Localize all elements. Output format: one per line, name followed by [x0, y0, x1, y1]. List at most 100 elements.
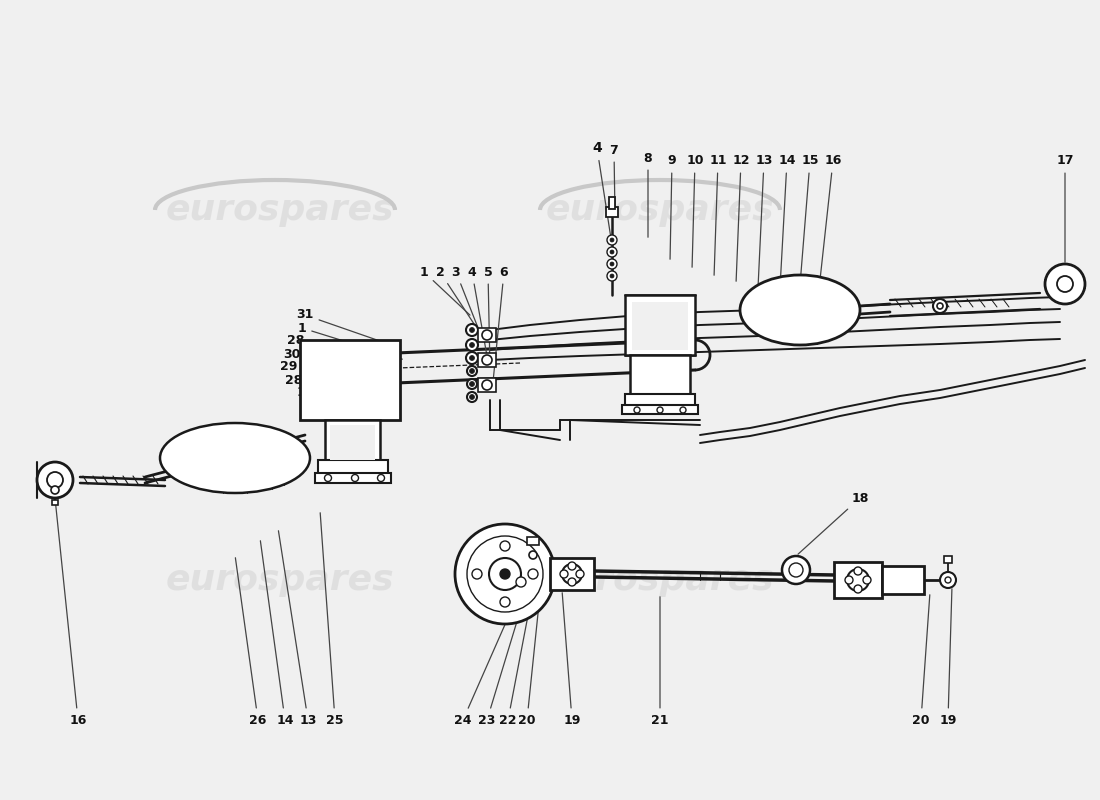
- Text: 9: 9: [668, 154, 676, 259]
- Text: 3: 3: [452, 266, 483, 341]
- Bar: [300, 340, 400, 420]
- Text: 28: 28: [285, 374, 389, 407]
- Circle shape: [864, 576, 871, 584]
- Text: 16: 16: [55, 501, 87, 726]
- Text: 29: 29: [280, 361, 385, 395]
- Text: 4: 4: [468, 266, 486, 354]
- Circle shape: [680, 407, 686, 413]
- Bar: [315, 473, 390, 483]
- Circle shape: [470, 342, 474, 347]
- Circle shape: [607, 259, 617, 269]
- Bar: [882, 566, 924, 594]
- Bar: [52, 500, 58, 505]
- Text: 14: 14: [779, 154, 795, 286]
- Circle shape: [845, 576, 853, 584]
- Circle shape: [516, 577, 526, 587]
- Circle shape: [568, 578, 576, 586]
- Bar: [527, 537, 539, 545]
- Text: 5: 5: [484, 266, 493, 366]
- Text: 7: 7: [609, 143, 618, 212]
- Text: 24: 24: [454, 622, 506, 726]
- Text: 30: 30: [284, 347, 390, 383]
- Text: 13: 13: [756, 154, 772, 286]
- Text: 19: 19: [939, 589, 957, 726]
- Circle shape: [470, 394, 474, 399]
- Text: eurospares: eurospares: [546, 563, 774, 597]
- Bar: [621, 405, 698, 414]
- Circle shape: [933, 299, 947, 313]
- Circle shape: [352, 474, 359, 482]
- Circle shape: [455, 524, 556, 624]
- Bar: [632, 302, 688, 350]
- Text: 21: 21: [651, 597, 669, 726]
- Circle shape: [560, 570, 568, 578]
- Circle shape: [576, 570, 584, 578]
- Text: 10: 10: [686, 154, 704, 267]
- Circle shape: [466, 339, 478, 351]
- Circle shape: [568, 562, 576, 570]
- Circle shape: [470, 327, 474, 333]
- Text: 31: 31: [296, 309, 397, 347]
- Circle shape: [470, 369, 474, 374]
- Text: 27: 27: [231, 450, 307, 470]
- Bar: [609, 197, 615, 209]
- Text: eurospares: eurospares: [546, 193, 774, 227]
- Text: 20: 20: [518, 597, 540, 726]
- Bar: [478, 353, 496, 367]
- Text: 20: 20: [912, 594, 930, 726]
- Circle shape: [468, 379, 477, 389]
- Bar: [625, 295, 695, 355]
- Circle shape: [482, 330, 492, 340]
- Bar: [944, 556, 952, 563]
- Bar: [630, 355, 690, 395]
- Bar: [330, 425, 375, 460]
- Circle shape: [468, 536, 543, 612]
- Bar: [478, 328, 496, 342]
- Text: 13: 13: [278, 530, 317, 726]
- Circle shape: [482, 380, 492, 390]
- Text: 1: 1: [297, 386, 397, 419]
- Circle shape: [528, 569, 538, 579]
- Circle shape: [607, 247, 617, 257]
- Circle shape: [470, 382, 474, 386]
- Ellipse shape: [160, 423, 310, 493]
- Text: 17: 17: [1056, 154, 1074, 262]
- Text: 14: 14: [261, 541, 294, 726]
- Text: 16: 16: [821, 154, 842, 278]
- Circle shape: [610, 274, 614, 278]
- Circle shape: [377, 474, 385, 482]
- Circle shape: [529, 551, 537, 559]
- Text: eurospares: eurospares: [166, 563, 394, 597]
- Circle shape: [1045, 264, 1085, 304]
- Text: 26: 26: [235, 558, 266, 726]
- Circle shape: [782, 556, 810, 584]
- Circle shape: [607, 235, 617, 245]
- Circle shape: [324, 474, 331, 482]
- Circle shape: [610, 262, 614, 266]
- Circle shape: [657, 407, 663, 413]
- Text: 4: 4: [592, 141, 612, 242]
- Circle shape: [610, 238, 614, 242]
- Circle shape: [1057, 276, 1072, 292]
- Text: 23: 23: [478, 621, 517, 726]
- Circle shape: [466, 324, 478, 336]
- Circle shape: [634, 407, 640, 413]
- Circle shape: [500, 541, 510, 551]
- Circle shape: [945, 577, 952, 583]
- Bar: [606, 207, 618, 217]
- Circle shape: [482, 355, 492, 365]
- Bar: [834, 562, 882, 598]
- Circle shape: [468, 392, 477, 402]
- Text: 25: 25: [320, 513, 343, 726]
- Circle shape: [468, 366, 477, 376]
- Bar: [324, 420, 380, 460]
- Circle shape: [472, 569, 482, 579]
- Circle shape: [610, 250, 614, 254]
- Circle shape: [51, 486, 59, 494]
- Ellipse shape: [740, 275, 860, 345]
- Text: 28: 28: [287, 334, 394, 371]
- Circle shape: [37, 462, 73, 498]
- Text: 22: 22: [499, 608, 529, 726]
- Circle shape: [470, 355, 474, 361]
- Bar: [478, 378, 496, 392]
